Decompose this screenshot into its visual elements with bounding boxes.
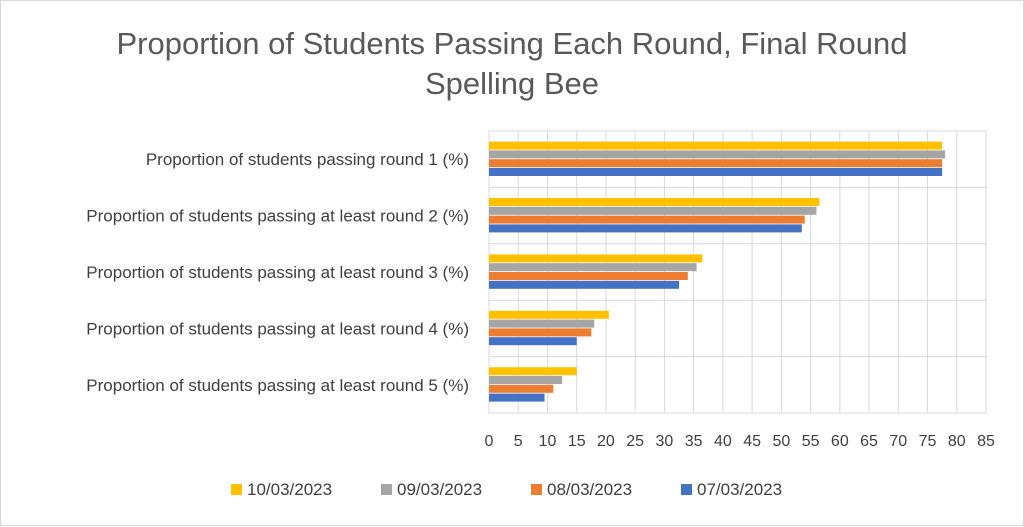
category-label: Proportion of students passing at least … [86,207,469,226]
category-label: Proportion of students passing round 1 (… [146,150,469,169]
bar [489,337,577,346]
x-tick-label: 50 [772,433,790,450]
bar [489,328,592,337]
x-tick-label: 25 [626,433,644,450]
category-label: Proportion of students passing at least … [86,263,469,282]
bar [489,224,802,233]
x-tick-label: 15 [568,433,586,450]
bar [489,159,943,168]
category-label: Proportion of students passing at least … [86,319,469,338]
bar [489,254,703,263]
x-tick-label: 65 [860,433,878,450]
legend-label: 10/03/2023 [247,480,332,499]
bar [489,141,943,150]
legend-swatch [681,484,692,495]
bar [489,168,943,176]
x-tick-label: 75 [919,433,937,450]
bar [489,280,680,289]
chart-title-line-2: Spelling Bee [425,66,599,101]
bar [489,272,688,280]
x-tick-label: 70 [889,433,907,450]
bar [489,393,545,402]
x-tick-label: 80 [948,433,966,450]
legend-label: 08/03/2023 [547,480,632,499]
x-tick-label: 45 [743,433,761,450]
bar [489,384,554,393]
legend-swatch [231,484,242,495]
x-tick-label: 20 [597,433,615,450]
bar [489,376,563,384]
x-tick-label: 55 [802,433,820,450]
bar [489,150,946,159]
x-tick-label: 0 [485,433,494,450]
x-tick-label: 85 [977,433,995,450]
bar [489,206,817,215]
bar [489,215,805,224]
legend-swatch [381,484,392,495]
bar [489,367,577,376]
x-tick-label: 35 [685,433,703,450]
plot-area: 0 5 10 15 20 25 30 35 40 45 50 55 60 65 70 75 80 85 Propor… [86,130,995,450]
x-tick-label: 40 [714,433,732,450]
x-tick-label: 10 [539,433,557,450]
bar [489,263,697,272]
bar [489,198,820,206]
x-tick-label: 5 [514,433,523,450]
bar [489,319,595,328]
legend-swatch [531,484,542,495]
legend: 10/03/2023 09/03/2023 08/03/2023 07/03/2023 [231,480,782,499]
x-tick-label: 60 [831,433,849,450]
bar [489,310,609,319]
legend-label: 07/03/2023 [697,480,782,499]
chart-title-line-1: Proportion of Students Passing Each Roun… [117,26,908,61]
x-tick-label: 30 [656,433,674,450]
legend-label: 09/03/2023 [397,480,482,499]
category-label: Proportion of students passing at least … [86,376,469,395]
